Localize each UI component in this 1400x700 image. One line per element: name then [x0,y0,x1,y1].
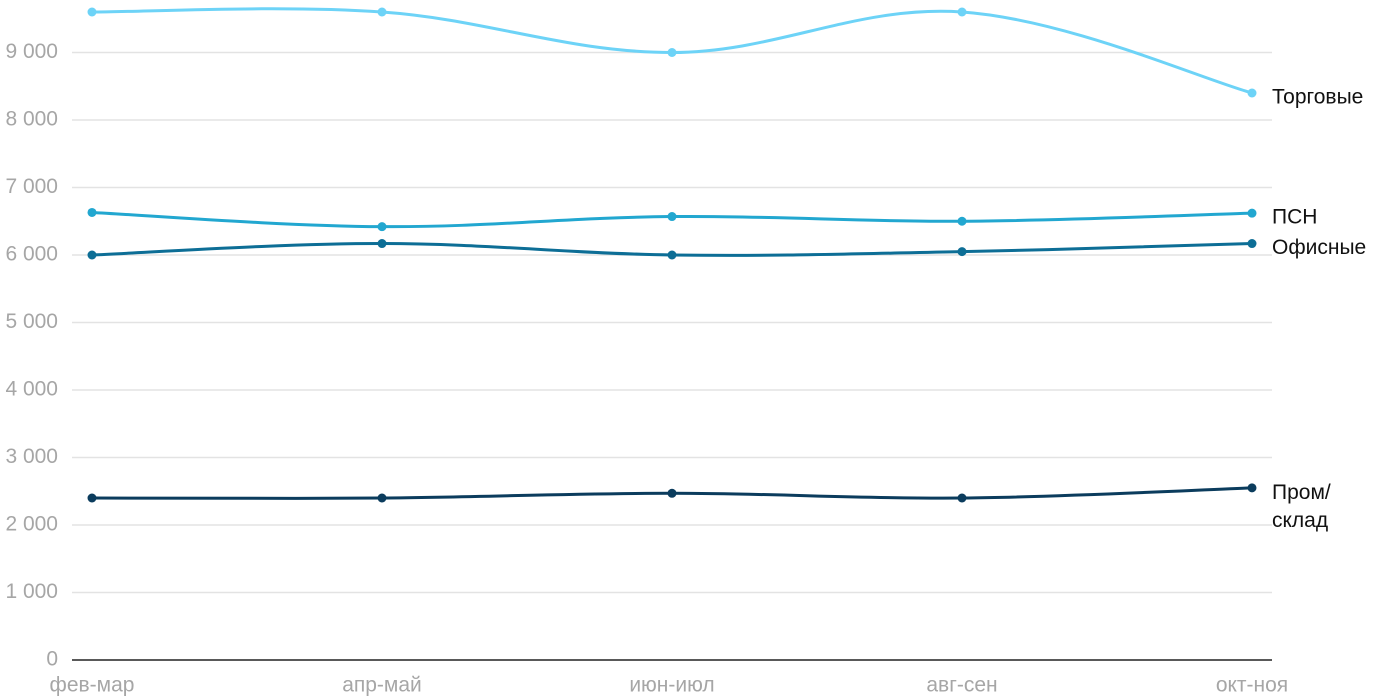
point [87,7,97,17]
point [667,212,677,222]
point [377,239,387,249]
point [667,488,677,498]
point [957,216,967,226]
y-tick-label: 2 000 [5,513,58,536]
x-tick-label: авг-сен [926,674,997,697]
y-tick-label: 8 000 [5,108,58,131]
point [87,493,97,503]
series-label: Торговые [1272,86,1363,109]
point [87,250,97,260]
y-tick-label: 4 000 [5,378,58,401]
point [377,493,387,503]
point [1247,88,1257,98]
point [957,247,967,257]
y-tick-label: 5 000 [5,310,58,333]
point [1247,208,1257,218]
series-label: ПСН [1272,206,1317,229]
point [667,48,677,57]
point [1247,239,1257,249]
point [667,250,677,260]
point [377,7,387,17]
y-tick-label: 9 000 [5,40,58,63]
y-tick-label: 6 000 [5,243,58,266]
y-tick-label: 0 [46,648,58,671]
x-tick-label: июн-июл [629,674,714,697]
x-tick-label: фев-мар [50,674,135,697]
point [957,493,967,503]
series-label: Офисные [1272,236,1366,259]
y-tick-label: 3 000 [5,445,58,468]
x-tick-label: апр-май [342,674,422,697]
point [1247,483,1257,493]
y-tick-label: 7 000 [5,175,58,198]
y-tick-label: 1 000 [5,580,58,603]
point [87,207,97,217]
x-tick-label: окт-ноя [1216,674,1288,697]
series-label: Пром/склад [1272,480,1331,531]
point [957,7,967,17]
point [377,222,387,232]
